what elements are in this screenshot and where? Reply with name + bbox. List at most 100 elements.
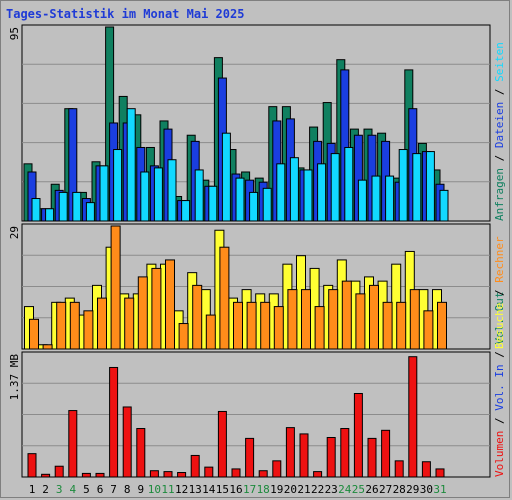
bar-seiten-day-8 — [126, 108, 136, 222]
bar-rechner-day-19 — [273, 306, 284, 350]
bar-rechner-day-22 — [314, 306, 325, 350]
bar-volumen-day-23 — [326, 436, 336, 478]
x-tick-label-day-8: 8 — [124, 483, 131, 496]
bar-rechner-day-15 — [219, 246, 230, 350]
bar-volumen-day-4 — [68, 410, 78, 478]
bar-volumen-day-2 — [41, 473, 51, 478]
bar-seiten-day-12 — [181, 200, 191, 222]
bar-seiten-day-4 — [72, 191, 82, 222]
x-tick-label-day-2: 2 — [42, 483, 49, 496]
y-axis-max-label: 95 — [8, 27, 21, 40]
bar-seiten-day-2 — [45, 208, 55, 222]
bar-seiten-day-11 — [167, 159, 177, 222]
x-tick-label-day-15: 15 — [216, 483, 229, 496]
bar-seiten-day-1 — [31, 198, 41, 222]
x-tick-label-day-1: 1 — [29, 483, 36, 496]
x-tick-label-day-20: 20 — [284, 483, 297, 496]
bar-volumen-day-19 — [272, 460, 282, 478]
legend-middle: Besuche / Rechner — [493, 236, 506, 349]
legend-separator: / — [493, 411, 506, 431]
bar-volumen-day-26 — [367, 437, 377, 478]
bar-seiten-day-10 — [153, 167, 163, 222]
bar-seiten-day-28 — [398, 149, 408, 222]
bar-volumen-day-1 — [27, 453, 37, 478]
legend-bottom: Volumen / Vol. In / Vol. Out — [493, 292, 506, 477]
x-tick-label-day-18: 18 — [257, 483, 270, 496]
bar-seiten-day-9 — [140, 171, 150, 222]
bar-volumen-day-7 — [109, 366, 119, 478]
bar-volumen-day-9 — [136, 428, 146, 478]
x-tick-label-day-5: 5 — [83, 483, 90, 496]
bar-rechner-day-30 — [423, 310, 434, 350]
bar-seiten-day-21 — [303, 169, 313, 222]
bar-volumen-day-18 — [258, 470, 268, 478]
bar-volumen-day-17 — [245, 437, 255, 478]
x-tick-label-day-28: 28 — [393, 483, 406, 496]
bar-seiten-day-18 — [262, 187, 272, 222]
bar-volumen-day-5 — [81, 472, 91, 478]
bar-rechner-day-21 — [301, 289, 311, 350]
x-tick-label-day-17: 17 — [243, 483, 256, 496]
x-tick-label-day-14: 14 — [202, 483, 216, 496]
legend-entry-besuche: Besuche — [493, 303, 506, 349]
chart-title: Tages-Statistik im Monat Mai 2025 — [6, 7, 245, 21]
x-tick-label-day-19: 19 — [270, 483, 283, 496]
legend-separator: / — [493, 82, 506, 102]
x-tick-label-day-4: 4 — [69, 483, 76, 496]
bar-volumen-day-30 — [421, 461, 431, 478]
legend-text: Anfragen / Dateien / Seiten — [493, 42, 506, 221]
x-tick-label-day-22: 22 — [311, 483, 324, 496]
bar-rechner-day-25 — [355, 293, 366, 350]
bar-seiten-day-20 — [289, 157, 299, 222]
x-tick-label-day-25: 25 — [352, 483, 365, 496]
bar-volumen-day-21 — [299, 433, 309, 478]
bar-volumen-day-22 — [313, 471, 323, 478]
bar-seiten-day-17 — [249, 191, 259, 222]
y-axis-max-label: 1.37 MB — [8, 354, 21, 401]
x-tick-label-day-10: 10 — [148, 483, 161, 496]
bar-seiten-day-14 — [208, 185, 218, 222]
x-tick-label-day-16: 16 — [229, 483, 242, 496]
legend-entry-rechner: Rechner — [493, 236, 506, 283]
x-tick-label-day-12: 12 — [175, 483, 188, 496]
bar-rechner-day-31 — [437, 301, 447, 350]
x-tick-label-day-27: 27 — [379, 483, 392, 496]
x-tick-label-day-6: 6 — [97, 483, 104, 496]
bar-volumen-day-15 — [217, 410, 227, 478]
legend-separator: / — [493, 345, 506, 365]
x-tick-label-day-9: 9 — [137, 483, 144, 496]
x-tick-label-day-23: 23 — [325, 483, 338, 496]
bar-rechner-day-27 — [382, 301, 393, 350]
bar-rechner-day-6 — [97, 297, 107, 350]
bar-seiten-day-23 — [330, 153, 340, 222]
bar-seiten-day-19 — [276, 163, 286, 222]
bar-rechner-day-1 — [29, 318, 39, 350]
legend-entry-vol-in: Vol. In — [493, 364, 506, 410]
bar-seiten-day-16 — [235, 177, 245, 222]
bar-seiten-day-24 — [344, 146, 354, 222]
bar-rechner-day-10 — [151, 267, 162, 350]
bar-volumen-day-12 — [177, 472, 187, 478]
bar-seiten-day-30 — [425, 151, 435, 222]
bar-rechner-day-4 — [69, 301, 80, 350]
bar-rechner-day-9 — [137, 276, 148, 350]
bar-seiten-day-29 — [412, 153, 422, 222]
legend-text: Volumen / Vol. In / Vol. Out — [493, 292, 506, 477]
bar-rechner-day-5 — [83, 310, 94, 350]
legend-separator: / — [493, 148, 506, 168]
legend-text: Besuche / Rechner — [493, 236, 506, 349]
bar-volumen-day-28 — [394, 460, 404, 478]
x-tick-label-day-29: 29 — [406, 483, 419, 496]
bar-rechner-day-3 — [56, 301, 67, 350]
bar-seiten-day-31 — [439, 189, 449, 222]
bar-rechner-day-14 — [205, 314, 216, 350]
bar-rechner-day-18 — [260, 301, 271, 350]
y-axis-max-label: 29 — [8, 226, 21, 239]
x-tick-label-day-30: 30 — [420, 483, 433, 496]
bar-rechner-day-29 — [409, 289, 420, 350]
bar-seiten-day-15 — [221, 132, 231, 222]
legend-entry-anfragen: Anfragen — [493, 168, 506, 221]
bar-volumen-day-13 — [190, 454, 200, 478]
bar-rechner-day-28 — [396, 301, 407, 350]
